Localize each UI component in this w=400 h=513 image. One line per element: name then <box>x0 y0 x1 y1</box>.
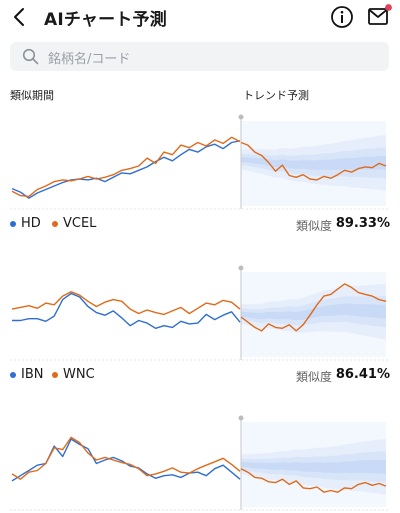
page-title: AIチャート予測 <box>44 10 167 30</box>
legend-row-1: HD VCEL 類似度 89.33% <box>10 216 390 234</box>
series-line-blue <box>12 292 241 329</box>
series-line-orange <box>11 136 241 198</box>
divider-dot <box>238 114 244 120</box>
search-input[interactable]: 銘柄名/コード <box>48 52 131 67</box>
app-header: AIチャート予測 <box>0 0 400 36</box>
series-line-orange <box>11 436 241 480</box>
series-line-orange <box>11 291 241 316</box>
series-line-blue <box>11 438 241 482</box>
legend-dot <box>10 220 16 227</box>
forecast-line <box>240 283 387 332</box>
legend-dot <box>52 371 58 378</box>
similarity-value: 86.41% <box>335 367 390 382</box>
forecast-line <box>240 141 387 181</box>
legend-item: VCEL <box>52 216 96 231</box>
legend-dot <box>52 220 58 227</box>
search-bar[interactable]: 銘柄名/コード <box>10 42 389 71</box>
similarity-chart-3[interactable] <box>0 412 400 513</box>
trend-forecast-header: トレンド予測 <box>243 89 309 102</box>
similarity-chart-2[interactable] <box>0 262 400 367</box>
legend-label: HD <box>21 216 41 231</box>
legend-row-2: IBN WNC 類似度 86.41% <box>10 367 390 385</box>
legend-item: IBN <box>10 367 43 382</box>
mail-icon[interactable] <box>367 3 393 29</box>
divider-dot <box>238 265 244 271</box>
legend-item: WNC <box>52 367 95 382</box>
search-icon <box>22 48 39 65</box>
chevron-left-icon[interactable] <box>8 4 32 30</box>
divider-dot <box>238 415 244 421</box>
similarity-label: 類似度 <box>295 370 332 384</box>
similarity-label: 類似度 <box>295 219 332 233</box>
series-line-blue <box>11 140 241 199</box>
legend-label: IBN <box>21 367 44 382</box>
forecast-line <box>240 468 387 493</box>
similarity-value: 89.33% <box>335 216 390 231</box>
forecast-band-inner <box>241 303 386 321</box>
legend-dot <box>10 371 16 378</box>
similarity-chart-1[interactable] <box>0 111 400 216</box>
legend-label: VCEL <box>63 216 97 231</box>
similar-period-header: 類似期間 <box>10 89 54 102</box>
info-icon[interactable] <box>330 5 354 29</box>
forecast-band-inner <box>241 155 386 171</box>
legend-label: WNC <box>63 367 95 382</box>
forecast-band-inner <box>241 459 386 474</box>
notification-dot <box>385 4 392 11</box>
legend-item: HD <box>10 216 41 231</box>
